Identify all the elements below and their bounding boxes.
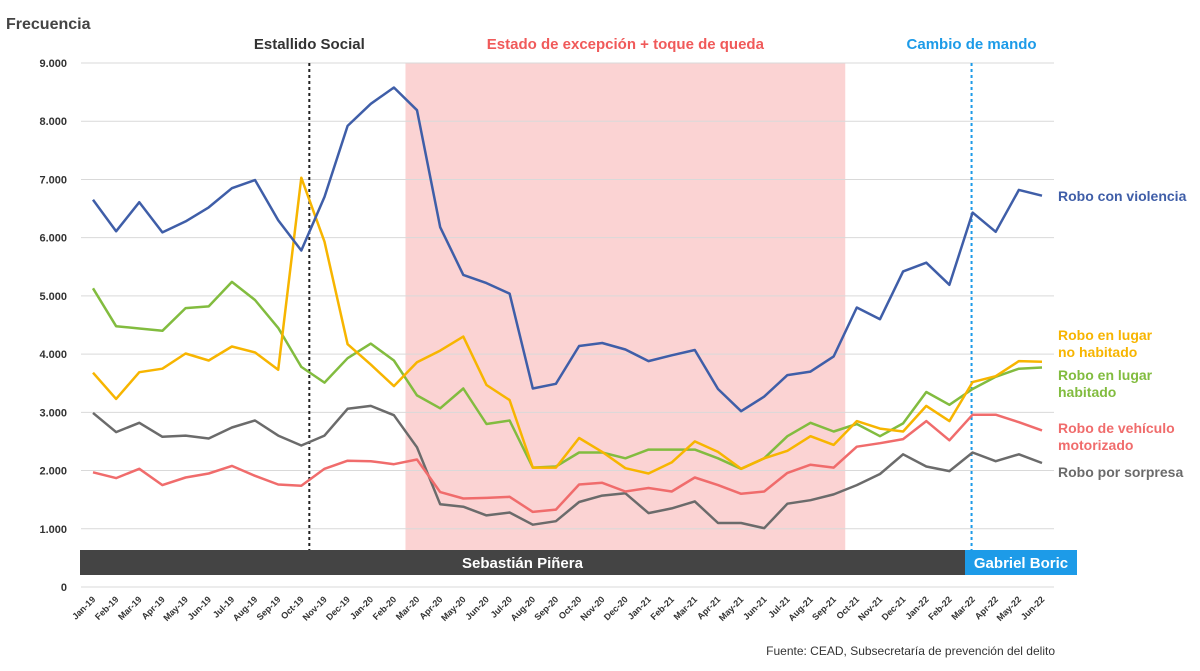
y-tick-label: 1.000 [39,524,67,536]
x-tick-label: Dec-19 [324,594,352,622]
x-tick-label: Jun-20 [463,594,491,622]
y-tick-label: 2.000 [39,466,67,478]
x-tick-label: Mar-19 [116,594,144,622]
x-tick-label: Nov-21 [856,594,884,622]
series-line [91,86,1043,413]
series-label: Robo en lugar [1058,367,1153,383]
series-label: motorizado [1058,437,1133,453]
y-tick-label: 4.000 [39,349,67,361]
series-line [91,280,1043,471]
series-label: Robo en lugar [1058,327,1153,343]
x-tick-label: Dec-20 [602,594,630,622]
y-tick-label: 6.000 [39,233,67,245]
x-tick-label: Sep-21 [810,594,838,622]
series-label: no habitado [1058,344,1137,360]
x-tick-label: Aug-19 [231,594,260,623]
series-lines [91,86,1043,530]
x-tick-label: Jun-21 [741,594,769,622]
x-tick-label: Mar-20 [394,594,422,622]
source-note: Fuente: CEAD, Subsecretaría de prevenció… [766,644,1055,658]
x-tick-label: May-21 [717,594,746,623]
series-label: habitado [1058,384,1116,400]
x-tick-label: May-22 [995,594,1024,623]
series-label: Robo con violencia [1058,188,1187,204]
cambio-label: Cambio de mando [907,36,1037,53]
y-tick-label: 0 [61,582,67,594]
series-line [92,404,1043,530]
y-ticks: 0 1.000 2.000 3.000 4.000 5.000 6.000 7.000 8.00… [39,58,67,594]
x-tick-label: Sep-20 [532,594,560,622]
x-tick-label: Jan-20 [348,594,375,621]
y-tick-label: 8.000 [39,116,67,128]
x-tick-label: Jun-19 [186,594,214,622]
x-tick-label: Sep-19 [255,594,283,622]
y-axis-label: Frecuencia [6,16,91,33]
series-label: Robo de vehículo [1058,420,1175,436]
x-tick-label: Mar-22 [949,594,977,622]
x-tick-label: Feb-22 [926,594,954,622]
x-tick-label: Feb-19 [93,594,121,622]
government-band [80,550,965,575]
x-tick-label: Mar-21 [672,594,700,622]
x-tick-label: Nov-19 [301,594,329,622]
series-label: Robo por sorpresa [1058,464,1183,480]
x-tick-label: May-20 [439,594,468,623]
x-tick-label: Feb-21 [648,594,676,622]
series-line [92,176,1043,475]
x-tick-label: Jan-21 [626,594,653,621]
government-band [965,550,1077,575]
government-band-label: Sebastián Piñera [462,555,584,572]
x-tick-label: Jun-22 [1019,594,1047,622]
x-tick-label: Dec-21 [880,594,908,622]
y-tick-label: 7.000 [39,174,67,186]
x-ticks: Jan-19Feb-19Mar-19Apr-19May-19Jun-19Jul-… [70,594,1046,623]
x-tick-label: Aug-21 [786,594,815,623]
government-band-label: Gabriel Boric [974,555,1068,572]
y-tick-label: 5.000 [39,291,67,303]
x-tick-label: Jan-19 [70,594,97,621]
series-line [92,413,1043,514]
y-tick-label: 3.000 [39,407,67,419]
x-tick-label: Nov-20 [578,594,606,622]
excepcion-label: Estado de excepción + toque de queda [487,36,765,53]
x-tick-label: May-19 [161,594,190,623]
y-tick-label: 9.000 [39,58,67,70]
x-tick-label: Aug-20 [509,594,538,623]
government-bands: Sebastián Piñera Gabriel Boric [80,550,1077,575]
x-tick-label: Jan-22 [903,594,930,621]
estallido-label: Estallido Social [254,36,365,53]
x-tick-label: Feb-20 [371,594,399,622]
excepcion-band [405,63,846,550]
